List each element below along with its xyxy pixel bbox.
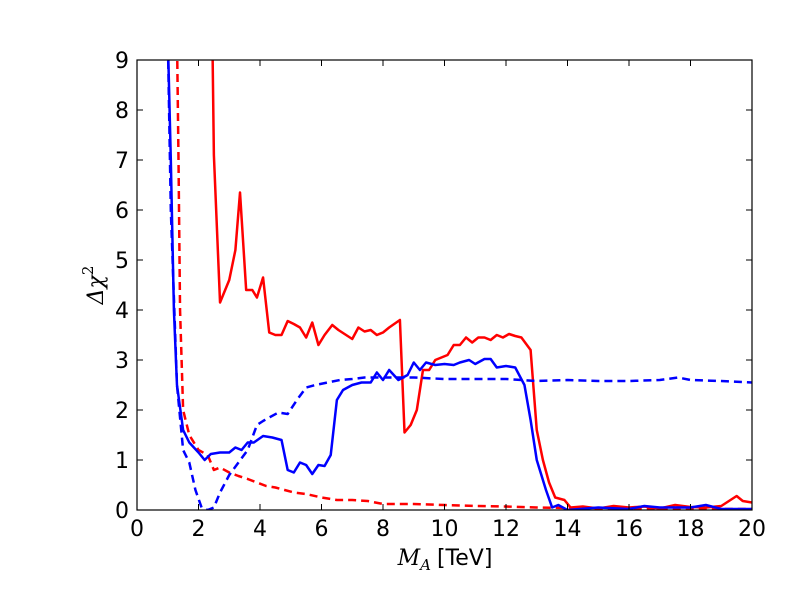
plot-area <box>166 60 752 510</box>
data-line <box>176 60 752 510</box>
y-axis-label: Δχ2 <box>79 266 109 306</box>
x-tick-label: 10 <box>431 517 459 542</box>
x-tick-label: 14 <box>554 517 582 542</box>
y-tick-label: 3 <box>115 349 129 374</box>
x-tick-label: 6 <box>315 517 329 542</box>
data-line <box>167 60 752 510</box>
x-label-symbol: M <box>397 546 421 571</box>
x-label-subscript: A <box>418 556 431 574</box>
x-tick-label: 2 <box>192 517 206 542</box>
x-tick-label: 8 <box>376 517 390 542</box>
y-tick-label: 2 <box>115 399 129 424</box>
x-tick-label: 0 <box>130 517 144 542</box>
y-tick-label: 7 <box>115 149 129 174</box>
x-tick-label: 12 <box>492 517 520 542</box>
y-label-symbol: Δχ <box>84 273 109 305</box>
y-tick-label: 9 <box>115 49 129 74</box>
x-label-unit: [TeV] <box>437 546 492 571</box>
x-tick-label: 4 <box>253 517 267 542</box>
y-tick-label: 1 <box>115 449 129 474</box>
x-tick-label: 16 <box>615 517 643 542</box>
y-tick-label: 5 <box>115 249 129 274</box>
y-tick-label: 8 <box>115 99 129 124</box>
y-tick-label: 0 <box>115 499 129 524</box>
y-tick-label: 6 <box>115 199 129 224</box>
y-tick-label: 4 <box>115 299 129 324</box>
y-label-superscript: 2 <box>79 266 97 276</box>
x-tick-label: 20 <box>738 517 766 542</box>
x-axis-label: MA [TeV] <box>397 546 493 574</box>
x-tick-label: 18 <box>677 517 705 542</box>
